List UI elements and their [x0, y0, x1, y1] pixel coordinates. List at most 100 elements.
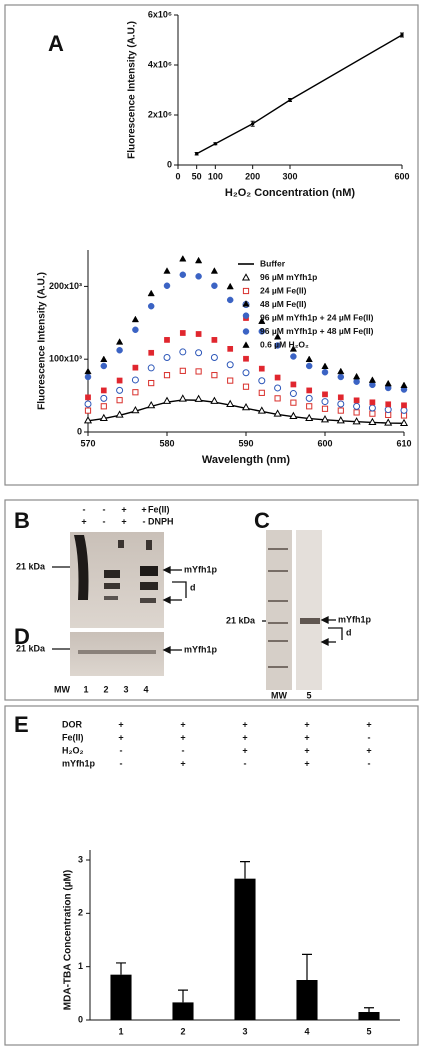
marker	[227, 346, 234, 352]
x-tick-label: 100	[208, 171, 223, 181]
panel-label: C	[254, 508, 270, 533]
legend-label: 96 µM mYfh1p	[260, 272, 317, 282]
lane-label: -	[143, 516, 146, 526]
marker	[384, 406, 392, 414]
marker	[321, 362, 329, 369]
legend-label: 24 µM Fe(II)	[260, 285, 307, 295]
marker	[179, 330, 186, 336]
marker	[147, 364, 155, 372]
marker	[258, 328, 266, 335]
marker	[352, 417, 361, 425]
marker	[321, 398, 329, 406]
marker	[226, 399, 235, 407]
marker	[258, 389, 265, 396]
marker	[99, 413, 108, 422]
marker	[211, 282, 218, 289]
lane-label: -	[103, 516, 106, 526]
lane-label: 5	[306, 690, 311, 700]
lane-label: MW	[271, 690, 287, 700]
marker	[242, 369, 250, 377]
marker	[243, 355, 249, 362]
panel-label: D	[14, 624, 30, 649]
marker	[353, 378, 360, 385]
marker	[368, 376, 377, 383]
marker	[178, 394, 187, 402]
condition-sign: +	[180, 758, 185, 768]
marker	[337, 407, 344, 414]
marker	[369, 399, 376, 406]
legend-swatch	[242, 287, 250, 295]
x-tick-label: 200	[245, 171, 260, 181]
marker	[132, 326, 139, 334]
bar	[358, 1012, 380, 1020]
marker	[242, 300, 250, 307]
condition-label: mYfh1p	[62, 758, 96, 768]
marker	[352, 372, 361, 380]
axis	[177, 15, 402, 166]
marker	[195, 273, 202, 280]
marker	[274, 384, 282, 392]
marker	[226, 296, 234, 304]
gel-images	[70, 530, 322, 690]
marker	[290, 353, 297, 360]
x-tick-label: 300	[282, 171, 297, 181]
legend-label: 96 µM mYfh1p + 24 µM Fe(II)	[260, 312, 374, 322]
marker	[336, 416, 345, 424]
marker	[399, 418, 409, 427]
marker	[116, 346, 123, 354]
y-tick-label: 3	[78, 854, 83, 864]
y-tick-label: 0	[167, 159, 172, 169]
marker	[384, 379, 392, 387]
marker	[353, 397, 360, 404]
x-tick-label: 50	[192, 171, 202, 181]
marker	[226, 282, 234, 290]
marker	[213, 142, 217, 146]
marker	[305, 362, 313, 370]
marker	[242, 383, 250, 390]
marker	[305, 394, 313, 402]
marker	[116, 397, 123, 404]
marker	[195, 349, 203, 357]
x-tick-label: 2	[180, 1026, 185, 1036]
marker	[258, 365, 265, 372]
marker	[274, 374, 281, 381]
marker	[84, 367, 92, 375]
x-tick-label: 5	[366, 1026, 371, 1036]
y-tick-label: 6x10⁶	[148, 9, 172, 19]
x-tick-label: 4	[304, 1026, 309, 1036]
marker	[179, 367, 186, 374]
marker	[164, 337, 170, 343]
x-tick-label: 570	[80, 438, 95, 448]
x-tick-label: 600	[394, 171, 409, 181]
condition-sign: +	[242, 732, 247, 742]
marker	[257, 406, 266, 414]
marker	[353, 409, 360, 416]
x-tick-label: 600	[317, 438, 332, 448]
x-axis-label: H₂O₂ Concentration (nM)	[225, 187, 355, 199]
x-tick-label: 1	[118, 1026, 123, 1036]
marker	[274, 395, 281, 402]
error-bar	[240, 861, 250, 879]
lane-label: 3	[123, 684, 128, 694]
marker	[320, 415, 330, 423]
condition-sign: +	[366, 719, 371, 729]
marker	[289, 345, 298, 352]
x-tick-label: 610	[396, 438, 411, 448]
condition-sign: -	[120, 758, 123, 768]
marker	[211, 337, 218, 343]
marker	[100, 355, 108, 363]
panel-frame	[4, 4, 419, 486]
gel-label: DNPH	[148, 516, 174, 526]
y-axis-label: MDA-TBA Concentration (µM)	[63, 870, 74, 1010]
marker	[241, 403, 251, 411]
gel-label: Fe(II)	[148, 504, 170, 514]
marker	[131, 376, 139, 384]
marker	[163, 267, 171, 274]
condition-sign: +	[180, 732, 185, 742]
legend-label: 0.6 µM H₂O₂	[260, 339, 309, 349]
marker	[100, 403, 107, 410]
marker	[100, 394, 108, 402]
marker	[131, 406, 140, 414]
marker	[163, 354, 171, 362]
